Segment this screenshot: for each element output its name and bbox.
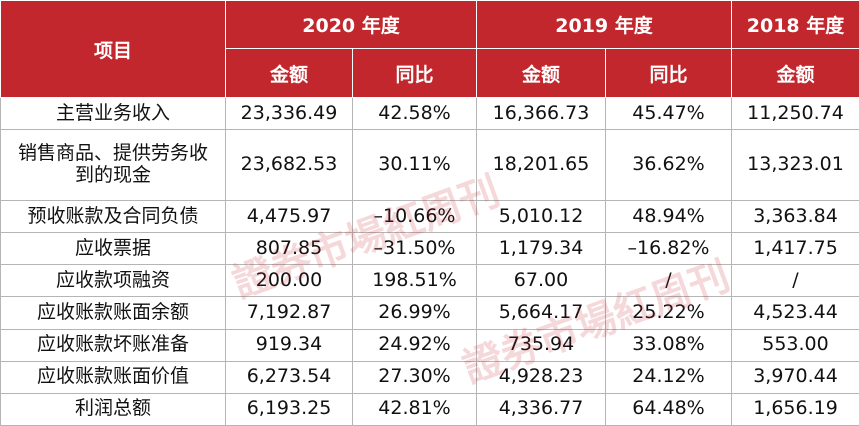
header-year-2019: 2019 年度 xyxy=(476,0,732,49)
table-row: 利润总额 6,193.25 42.81% 4,336.77 64.48% 1,6… xyxy=(0,392,859,426)
cell-amount-2020: 23,682.53 xyxy=(225,129,353,202)
cell-amount-2020: 7,192.87 xyxy=(225,296,353,330)
table-row: 应收账款坏账准备 919.34 24.92% 735.94 33.08% 553… xyxy=(0,328,859,362)
header-item: 项目 xyxy=(0,0,226,98)
cell-amount-2019: 67.00 xyxy=(476,264,606,298)
cell-amount-2019: 4,336.77 xyxy=(476,392,606,426)
cell-yoy-2019: –16.82% xyxy=(605,232,732,266)
header-year-2020: 2020 年度 xyxy=(225,0,477,49)
cell-yoy-2020: 30.11% xyxy=(352,129,477,202)
cell-amount-2019: 18,201.65 xyxy=(476,129,606,202)
header-row-years: 项目 2020 年度 2019 年度 2018 年度 xyxy=(0,0,859,98)
header-yoy-2019: 同比 xyxy=(605,48,732,98)
row-label: 应收款项融资 xyxy=(0,264,226,298)
cell-yoy-2019: 48.94% xyxy=(605,200,732,234)
cell-yoy-2020: 42.81% xyxy=(352,392,477,426)
cell-amount-2019: 1,179.34 xyxy=(476,232,606,266)
cell-amount-2020: 6,273.54 xyxy=(225,360,353,394)
cell-amount-2019: 5,664.17 xyxy=(476,296,606,330)
header-year-2018: 2018 年度 xyxy=(731,0,859,49)
header-amount-2020: 金额 xyxy=(225,48,353,98)
cell-amount-2020: 4,475.97 xyxy=(225,200,353,234)
cell-yoy-2019: 24.12% xyxy=(605,360,732,394)
header-yoy-2020: 同比 xyxy=(352,48,477,98)
table-row: 应收账款账面余额 7,192.87 26.99% 5,664.17 25.22%… xyxy=(0,296,859,330)
row-label: 销售商品、提供劳务收到的现金 xyxy=(0,129,226,202)
header-row-metrics: 金额 同比 金额 同比 金额 xyxy=(1,48,859,98)
cell-amount-2020: 23,336.49 xyxy=(225,96,353,131)
cell-amount-2018: 11,250.74 xyxy=(731,96,859,131)
cell-amount-2018: 13,323.01 xyxy=(731,129,859,202)
cell-amount-2019: 735.94 xyxy=(476,328,606,362)
cell-amount-2018: 553.00 xyxy=(731,328,859,362)
cell-amount-2018: / xyxy=(731,264,859,298)
table-row: 应收账款账面价值 6,273.54 27.30% 4,928.23 24.12%… xyxy=(0,360,859,394)
cell-yoy-2020: –10.66% xyxy=(352,200,477,234)
row-label: 应收账款账面价值 xyxy=(0,360,226,394)
table-row: 主营业务收入 23,336.49 42.58% 16,366.73 45.47%… xyxy=(0,96,859,131)
table-row: 应收款项融资 200.00 198.51% 67.00 / / xyxy=(0,264,859,298)
cell-yoy-2019: 45.47% xyxy=(605,96,732,131)
row-label: 应收账款账面余额 xyxy=(0,296,226,330)
header-amount-2019: 金额 xyxy=(476,48,606,98)
row-label: 应收票据 xyxy=(0,232,226,266)
cell-yoy-2019: 36.62% xyxy=(605,129,732,202)
cell-amount-2019: 16,366.73 xyxy=(476,96,606,131)
cell-amount-2018: 3,970.44 xyxy=(731,360,859,394)
cell-yoy-2020: 27.30% xyxy=(352,360,477,394)
cell-yoy-2020: 24.92% xyxy=(352,328,477,362)
cell-yoy-2019: 33.08% xyxy=(605,328,732,362)
cell-yoy-2020: –31.50% xyxy=(352,232,477,266)
cell-amount-2020: 6,193.25 xyxy=(225,392,353,426)
cell-yoy-2019: 25.22% xyxy=(605,296,732,330)
cell-yoy-2020: 26.99% xyxy=(352,296,477,330)
cell-yoy-2020: 198.51% xyxy=(352,264,477,298)
row-label: 应收账款坏账准备 xyxy=(0,328,226,362)
row-label: 预收账款及合同负债 xyxy=(0,200,226,234)
row-label: 利润总额 xyxy=(0,392,226,426)
cell-amount-2018: 1,656.19 xyxy=(731,392,859,426)
cell-amount-2018: 3,363.84 xyxy=(731,200,859,234)
table-row: 预收账款及合同负债 4,475.97 –10.66% 5,010.12 48.9… xyxy=(0,200,859,234)
cell-yoy-2020: 42.58% xyxy=(352,96,477,131)
table-row: 应收票据 807.85 –31.50% 1,179.34 –16.82% 1,4… xyxy=(0,232,859,266)
cell-amount-2020: 807.85 xyxy=(225,232,353,266)
row-label: 主营业务收入 xyxy=(0,96,226,131)
cell-amount-2020: 200.00 xyxy=(225,264,353,298)
cell-amount-2018: 1,417.75 xyxy=(731,232,859,266)
cell-amount-2019: 4,928.23 xyxy=(476,360,606,394)
cell-amount-2019: 5,010.12 xyxy=(476,200,606,234)
table-row: 销售商品、提供劳务收到的现金 23,682.53 30.11% 18,201.6… xyxy=(0,129,859,202)
cell-amount-2020: 919.34 xyxy=(225,328,353,362)
cell-yoy-2019: 64.48% xyxy=(605,392,732,426)
cell-yoy-2019: / xyxy=(605,264,732,298)
cell-amount-2018: 4,523.44 xyxy=(731,296,859,330)
header-amount-2018: 金额 xyxy=(731,48,859,98)
